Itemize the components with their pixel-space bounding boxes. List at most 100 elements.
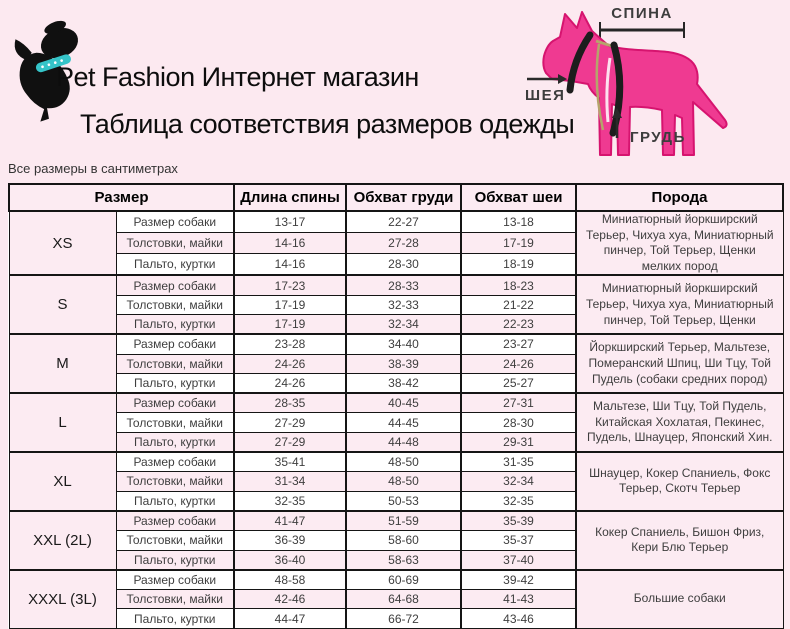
dog-measurement-diagram: СПИНА ШЕЯ ГРУДЬ	[525, 5, 728, 156]
neck-girth-cell: 32-34	[460, 471, 577, 492]
neck-girth-cell: 28-30	[460, 412, 577, 433]
neck-girth-cell: 18-19	[460, 253, 577, 276]
chest-girth-cell: 58-60	[345, 530, 462, 551]
chest-girth-cell: 34-40	[345, 333, 462, 355]
size-cell: XL	[8, 451, 117, 512]
size-table: Размер Длина спины Обхват груди Обхват ш…	[8, 183, 784, 629]
garment-type-cell: Размер собаки	[115, 392, 235, 414]
breed-cell: Миниатюрный йоркширский Терьер, Чихуа ху…	[575, 274, 784, 335]
neck-girth-cell: 35-37	[460, 530, 577, 551]
back-length-cell: 23-28	[233, 333, 347, 355]
chest-label: ГРУДЬ	[630, 129, 686, 146]
garment-type-cell: Пальто, куртки	[115, 490, 235, 512]
header-chest-girth: Обхват груди	[345, 183, 462, 212]
garment-type-cell: Толстовки, майки	[115, 412, 235, 433]
neck-girth-cell: 23-27	[460, 333, 577, 355]
table-row: Пальто, куртки 36-40 58-63 37-40	[9, 549, 783, 571]
breed-cell: Мальтезе, Ши Тцу, Той Пудель, Китайская …	[575, 392, 784, 453]
neck-label: ШЕЯ	[525, 87, 565, 104]
back-length-cell: 17-23	[233, 274, 347, 296]
size-cell: M	[8, 333, 117, 394]
back-length-cell: 14-16	[233, 232, 347, 255]
breed-cell: Большие собаки	[575, 568, 784, 629]
chest-girth-cell: 32-33	[345, 294, 462, 315]
garment-type-cell: Пальто, куртки	[115, 372, 235, 394]
back-length-cell: 32-35	[233, 490, 347, 512]
garment-type-cell: Пальто, куртки	[115, 549, 235, 571]
chest-girth-cell: 44-48	[345, 431, 462, 453]
garment-type-cell: Размер собаки	[115, 210, 235, 234]
table-row: XXXL (3L) Размер собаки 48-58 60-69 39-42 Бол…	[8, 568, 784, 629]
garment-type-cell: Пальто, куртки	[115, 313, 235, 335]
chest-girth-cell: 66-72	[345, 608, 462, 629]
garment-type-cell: Размер собаки	[115, 451, 235, 473]
chest-girth-cell: 51-59	[345, 509, 462, 532]
header-breed: Порода	[575, 183, 784, 212]
units-note: Все размеры в сантиметрах	[8, 161, 178, 176]
garment-type-cell: Размер собаки	[115, 509, 235, 532]
back-length-cell: 17-19	[233, 294, 347, 315]
garment-type-cell: Размер собаки	[115, 274, 235, 296]
neck-girth-cell: 22-23	[460, 313, 577, 335]
chest-girth-cell: 44-45	[345, 412, 462, 433]
garment-type-cell: Пальто, куртки	[115, 608, 235, 629]
logo-dog-head	[40, 20, 79, 59]
neck-girth-cell: 37-40	[460, 549, 577, 571]
logo-collar	[35, 54, 71, 73]
garment-type-cell: Толстовки, майки	[115, 530, 235, 551]
table-row: Пальто, куртки 24-26 38-42 25-27	[9, 372, 783, 394]
neck-girth-cell: 13-18	[460, 210, 577, 234]
back-length-cell: 28-35	[233, 392, 347, 414]
table-row: XL Размер собаки 35-41 48-50 31-35 Шнауцер, К…	[8, 451, 784, 512]
breed-cell: Миниатюрный йоркширский Терьер, Чихуа ху…	[575, 209, 784, 276]
back-length-cell: 36-40	[233, 549, 347, 571]
neck-girth-cell: 21-22	[460, 294, 577, 315]
table-header-row: Размер Длина спины Обхват груди Обхват ш…	[8, 183, 784, 212]
neck-girth-cell: 41-43	[460, 589, 577, 610]
back-length-cell: 24-26	[233, 372, 347, 394]
neck-girth-cell: 43-46	[460, 608, 577, 629]
garment-type-cell: Толстовки, майки	[115, 589, 235, 610]
chest-girth-cell: 38-39	[345, 353, 462, 374]
garment-type-cell: Размер собаки	[115, 568, 235, 591]
back-length-cell: 35-41	[233, 451, 347, 473]
back-length-cell: 24-26	[233, 353, 347, 374]
back-length-cell: 27-29	[233, 412, 347, 433]
header-size: Размер	[8, 183, 235, 212]
breed-cell: Шнауцер, Кокер Спаниель, Фокс Терьер, Ск…	[575, 451, 784, 512]
table-row: Пальто, куртки 14-16 28-30 18-19	[9, 253, 783, 276]
back-length-cell: 42-46	[233, 589, 347, 610]
back-length-cell: 41-47	[233, 509, 347, 532]
logo-dog-icon	[14, 20, 79, 122]
chest-girth-cell: 40-45	[345, 392, 462, 414]
table-row: Толстовки, майки 14-16 27-28 17-19	[9, 232, 783, 255]
neck-girth-cell: 29-31	[460, 431, 577, 453]
back-length-cell: 31-34	[233, 471, 347, 492]
chest-girth-cell: 48-50	[345, 471, 462, 492]
garment-type-cell: Толстовки, майки	[115, 232, 235, 255]
table-row: Пальто, куртки 17-19 32-34 22-23	[9, 313, 783, 335]
neck-girth-cell: 39-42	[460, 568, 577, 591]
back-label: СПИНА	[611, 5, 673, 22]
neck-band	[566, 31, 594, 94]
chest-girth-cell: 64-68	[345, 589, 462, 610]
back-length-cell: 44-47	[233, 608, 347, 629]
neck-girth-cell: 25-27	[460, 372, 577, 394]
brand-title: Pet Fashion Интернет магазин	[56, 62, 419, 92]
size-cell: S	[8, 274, 117, 335]
size-cell: XXL (2L)	[8, 509, 117, 571]
neck-girth-cell: 31-35	[460, 451, 577, 473]
table-row: L Размер собаки 28-35 40-45 27-31 Мальтезе, Ш…	[8, 392, 784, 453]
neck-girth-cell: 32-35	[460, 490, 577, 512]
chest-girth-cell: 28-30	[345, 253, 462, 276]
table-row: Толстовки, майки 24-26 38-39 24-26	[9, 353, 783, 374]
neck-girth-cell: 27-31	[460, 392, 577, 414]
harness-strap-side	[595, 43, 605, 131]
chest-girth-cell: 22-27	[345, 210, 462, 234]
table-row: Толстовки, майки 27-29 44-45 28-30	[9, 412, 783, 433]
table-row: Толстовки, майки 17-19 32-33 21-22	[9, 294, 783, 315]
neck-girth-cell: 17-19	[460, 232, 577, 255]
neck-girth-cell: 24-26	[460, 353, 577, 374]
table-row: XS Размер собаки 13-17 22-27 13-18 Миниатюрны…	[8, 209, 784, 276]
